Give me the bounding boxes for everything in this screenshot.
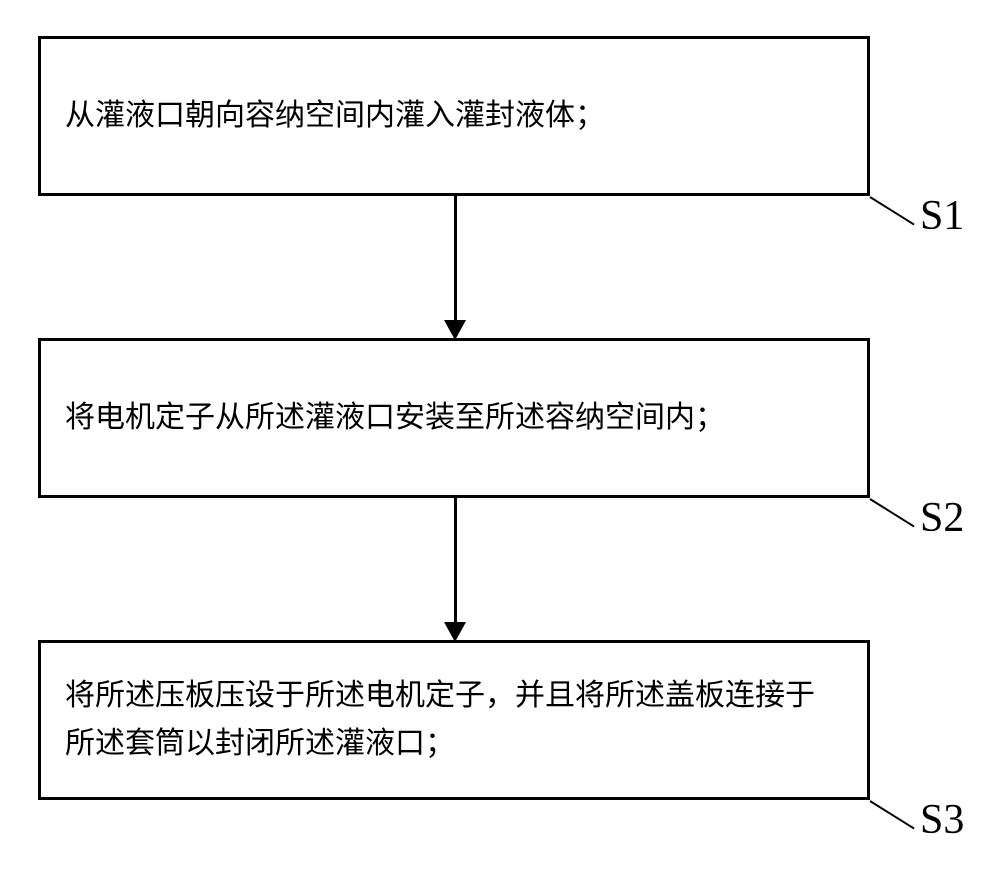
callout-line-s1 [869, 196, 914, 225]
step-text-s3: 将所述压板压设于所述电机定子，并且将所述盖板连接于所述套筒以封闭所述灌液口； [65, 672, 843, 768]
connector-s1-s2 [454, 196, 457, 322]
arrowhead-s2-s3 [444, 622, 466, 642]
step-box-s3: 将所述压板压设于所述电机定子，并且将所述盖板连接于所述套筒以封闭所述灌液口； [38, 640, 870, 800]
callout-line-s3 [869, 800, 914, 829]
step-box-s2: 将电机定子从所述灌液口安装至所述容纳空间内； [38, 338, 870, 498]
flowchart-canvas: 从灌液口朝向容纳空间内灌入灌封液体； S1 将电机定子从所述灌液口安装至所述容纳… [0, 0, 1000, 887]
connector-s2-s3 [454, 498, 457, 624]
step-label-s1: S1 [920, 192, 964, 240]
arrowhead-s1-s2 [444, 320, 466, 340]
step-label-s2: S2 [920, 494, 964, 542]
step-label-s3: S3 [920, 796, 964, 844]
step-text-s2: 将电机定子从所述灌液口安装至所述容纳空间内； [65, 394, 725, 442]
callout-line-s2 [869, 498, 914, 527]
step-box-s1: 从灌液口朝向容纳空间内灌入灌封液体； [38, 36, 870, 196]
step-text-s1: 从灌液口朝向容纳空间内灌入灌封液体； [65, 92, 605, 140]
